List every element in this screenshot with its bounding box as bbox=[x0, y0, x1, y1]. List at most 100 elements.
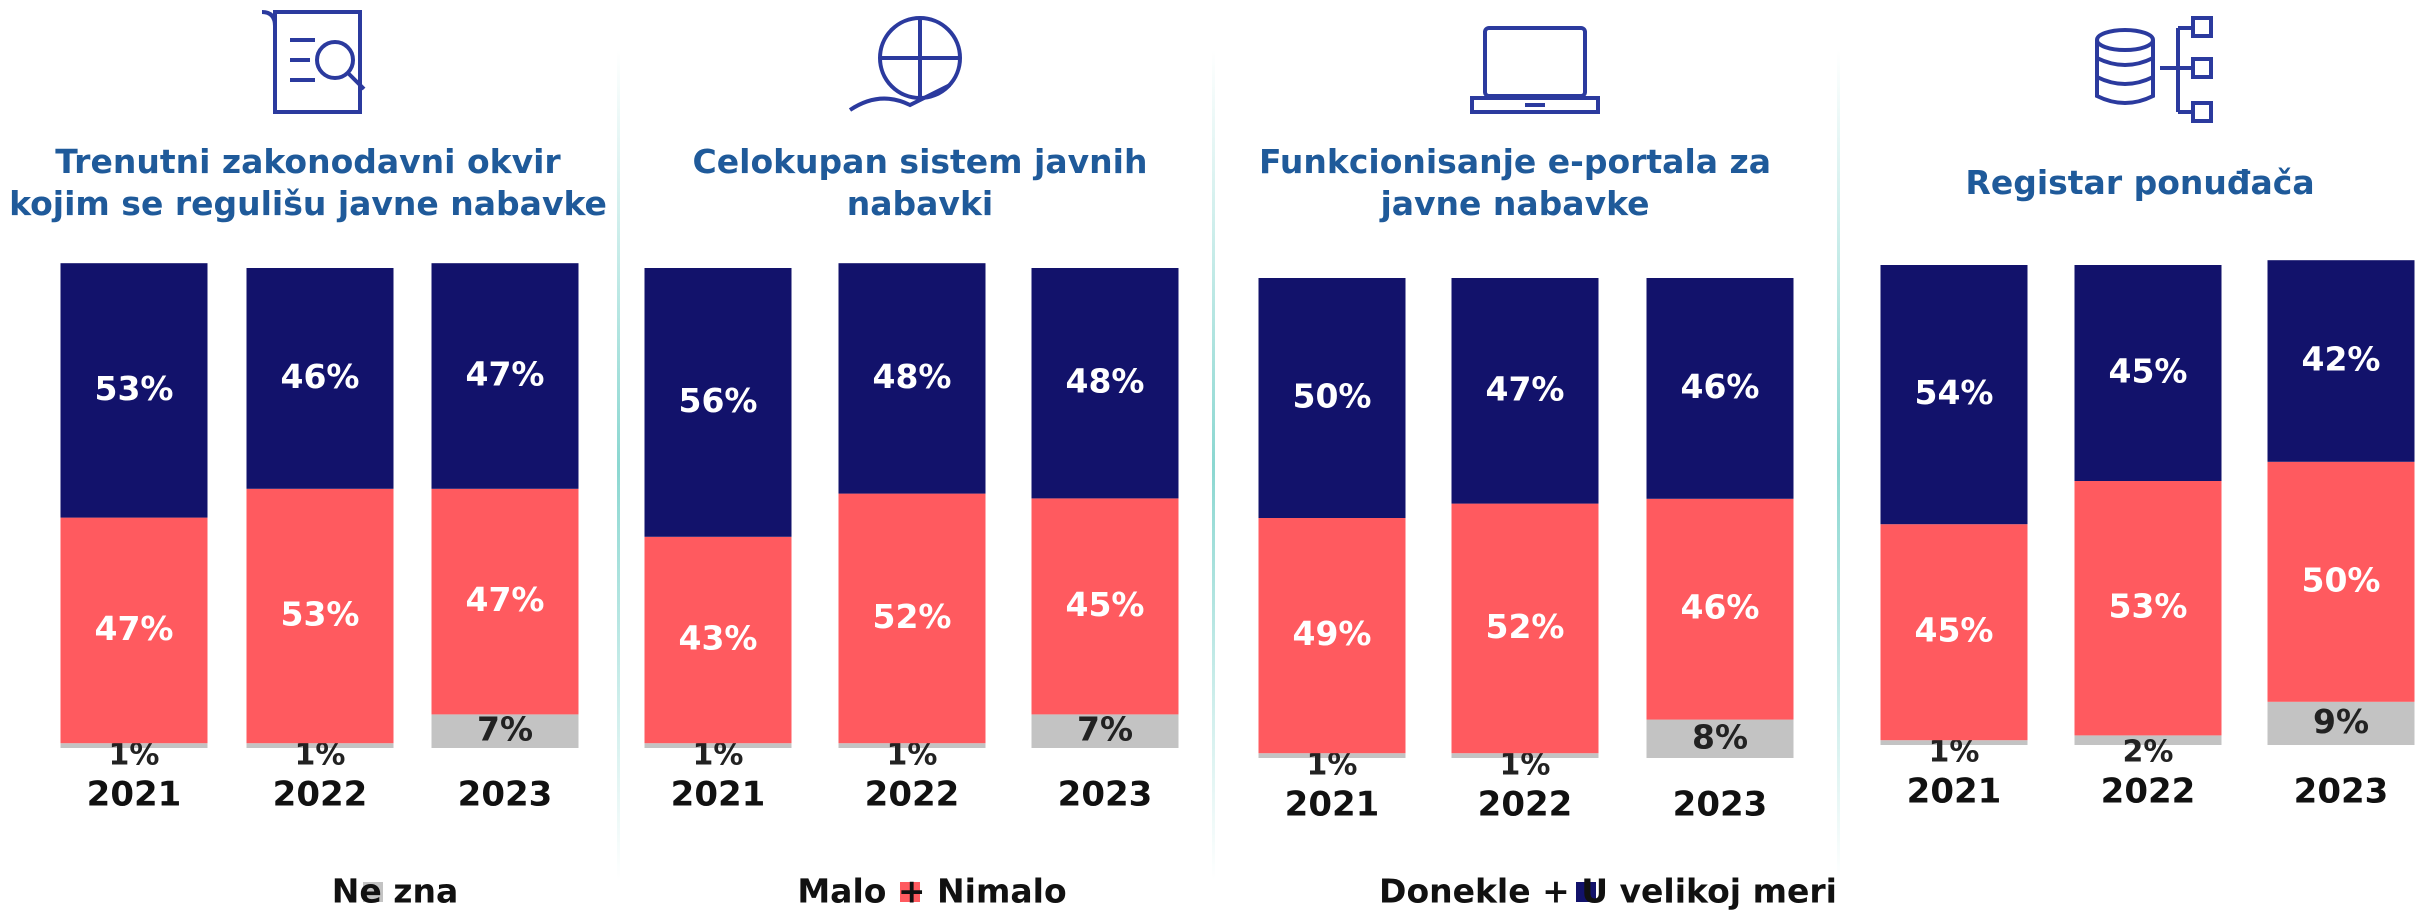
bar-segment bbox=[431, 714, 579, 748]
value-label: 46% bbox=[1681, 367, 1760, 406]
bar-segment bbox=[2074, 481, 2222, 736]
panel-title: Celokupan sistem javnih nabavki bbox=[692, 141, 1148, 223]
bar-segment bbox=[1646, 278, 1794, 499]
x-tick-label: 2023 bbox=[1673, 785, 1768, 825]
x-tick-label: 2021 bbox=[87, 775, 182, 815]
bar-segment bbox=[246, 743, 394, 748]
bar-segment bbox=[644, 268, 792, 537]
divider bbox=[617, 50, 620, 880]
x-tick-label: 2023 bbox=[458, 775, 553, 815]
value-label: 46% bbox=[1681, 588, 1760, 627]
value-label: 47% bbox=[1486, 369, 1565, 408]
bar-segment bbox=[60, 263, 208, 518]
bar-segment bbox=[1646, 498, 1794, 720]
bar-segment bbox=[838, 493, 986, 744]
icon-document bbox=[261, 10, 366, 114]
value-label: 45% bbox=[1066, 585, 1145, 624]
value-label: 53% bbox=[95, 369, 174, 408]
value-label: 54% bbox=[1915, 373, 1994, 412]
x-tick-label: 2023 bbox=[2294, 772, 2389, 812]
bar-segment bbox=[1451, 753, 1599, 758]
bar-segment bbox=[1880, 265, 2028, 525]
bar-segment bbox=[431, 263, 579, 489]
bar-segment bbox=[644, 743, 792, 748]
bar-segment bbox=[431, 488, 579, 715]
x-tick-label: 2021 bbox=[671, 775, 766, 815]
panel-title: Registar ponuđača bbox=[1965, 162, 2315, 202]
bar-segment bbox=[838, 263, 986, 494]
value-label: 53% bbox=[281, 595, 360, 634]
value-label: 1% bbox=[1929, 735, 1980, 770]
value-label: 1% bbox=[109, 738, 160, 773]
panel-title: Trenutni zakonodavni okvir kojim se regu… bbox=[9, 141, 607, 223]
x-tick-label: 2023 bbox=[1058, 775, 1153, 815]
value-label: 45% bbox=[1915, 611, 1994, 650]
value-label: 46% bbox=[281, 357, 360, 396]
value-label: 8% bbox=[1692, 717, 1748, 756]
value-label: 1% bbox=[295, 738, 346, 773]
value-label: 47% bbox=[466, 580, 545, 619]
legend-label: Malo + Nimalo bbox=[797, 872, 1066, 911]
bar-segment bbox=[246, 268, 394, 489]
x-tick-label: 2022 bbox=[273, 775, 368, 815]
value-label: 43% bbox=[679, 619, 758, 658]
x-tick-label: 2021 bbox=[1285, 785, 1380, 825]
icon-laptop bbox=[1470, 26, 1600, 114]
value-label: 53% bbox=[2109, 587, 2188, 626]
value-label: 7% bbox=[477, 710, 533, 749]
bar-segment bbox=[60, 743, 208, 748]
bar-segment bbox=[1451, 278, 1599, 504]
bar-segment bbox=[2267, 260, 2415, 462]
legend-swatch bbox=[363, 882, 383, 902]
value-label: 9% bbox=[2313, 702, 2369, 741]
value-label: 48% bbox=[873, 357, 952, 396]
bar-segment bbox=[1258, 753, 1406, 758]
divider bbox=[1212, 50, 1215, 880]
value-label: 52% bbox=[873, 597, 952, 636]
x-tick-label: 2022 bbox=[2101, 772, 2196, 812]
bar-segment bbox=[1880, 740, 2028, 745]
value-label: 47% bbox=[95, 609, 174, 648]
icon-puzzle bbox=[848, 16, 962, 112]
value-label: 45% bbox=[2109, 352, 2188, 391]
bar-segment bbox=[60, 517, 208, 744]
value-label: 47% bbox=[466, 355, 545, 394]
value-label: 52% bbox=[1486, 607, 1565, 646]
bar-segment bbox=[1258, 518, 1406, 754]
bar-segment bbox=[2267, 701, 2415, 745]
panel-title: Funkcionisanje e-portala za javne nabavk… bbox=[1259, 141, 1771, 223]
bar-segment bbox=[2074, 735, 2222, 745]
value-label: 50% bbox=[2302, 560, 2381, 599]
bar-segment bbox=[246, 488, 394, 744]
value-label: 42% bbox=[2302, 340, 2381, 379]
icon-database bbox=[2095, 16, 2213, 123]
x-tick-label: 2021 bbox=[1907, 772, 2002, 812]
x-tick-label: 2022 bbox=[865, 775, 960, 815]
value-label: 2% bbox=[2123, 735, 2174, 770]
legend-swatch bbox=[1576, 882, 1596, 902]
value-label: 50% bbox=[1293, 377, 1372, 416]
bar-segment bbox=[838, 743, 986, 748]
value-label: 1% bbox=[1500, 748, 1551, 783]
value-label: 48% bbox=[1066, 362, 1145, 401]
value-label: 7% bbox=[1077, 710, 1133, 749]
bar-segment bbox=[1031, 498, 1179, 715]
bar-segment bbox=[1258, 278, 1406, 518]
bar-segment bbox=[1646, 719, 1794, 758]
legend-label: Donekle + U velikoj meri bbox=[1379, 872, 1837, 911]
bar-segment bbox=[1031, 714, 1179, 748]
divider bbox=[1837, 50, 1840, 880]
value-label: 1% bbox=[887, 738, 938, 773]
bar-segment bbox=[2074, 265, 2222, 481]
bar-segment bbox=[1031, 268, 1179, 499]
legend-label: Ne zna bbox=[332, 872, 458, 911]
bar-segment bbox=[2267, 461, 2415, 702]
value-label: 1% bbox=[693, 738, 744, 773]
value-label: 1% bbox=[1307, 748, 1358, 783]
legend-swatch bbox=[900, 882, 920, 902]
bar-segment bbox=[1880, 524, 2028, 741]
x-tick-label: 2022 bbox=[1478, 785, 1573, 825]
value-label: 49% bbox=[1293, 614, 1372, 653]
bar-segment bbox=[1451, 503, 1599, 754]
